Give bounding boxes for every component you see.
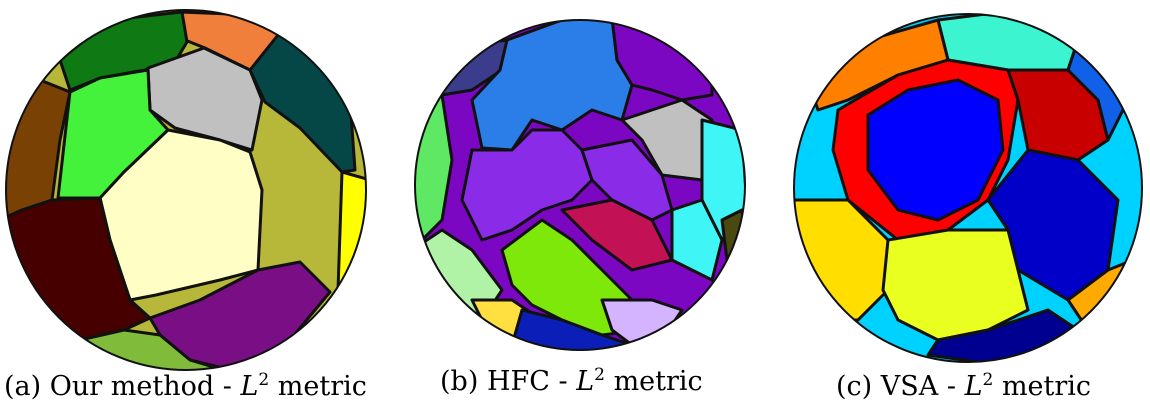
sphere-c-segmentation-image [793,13,1143,363]
caption-a: (a) Our method - L2 metric [4,370,367,402]
caption-c: (c) VSA - L2 metric [836,370,1092,402]
panel-a [0,0,380,372]
caption-b: (b) HFC - L2 metric [440,365,703,397]
panel-c [788,0,1150,372]
sphere-a-segmentation-image [5,9,367,371]
sphere-b-segmentation-image [414,19,746,351]
panel-b [412,0,762,365]
